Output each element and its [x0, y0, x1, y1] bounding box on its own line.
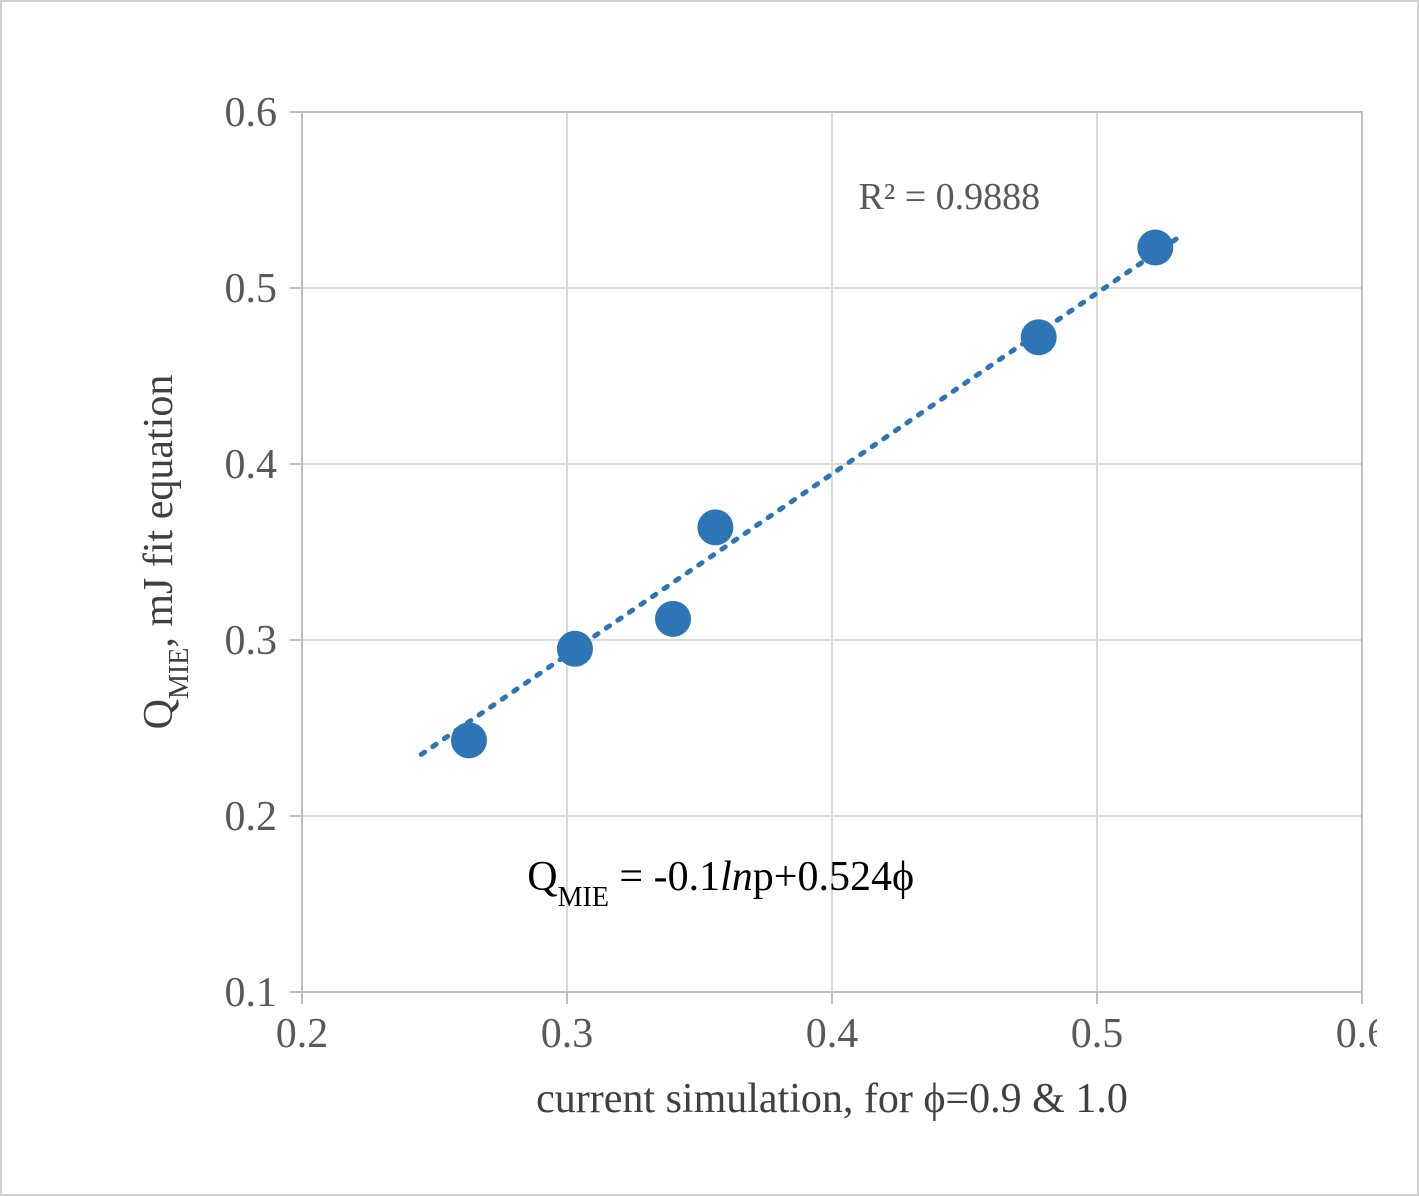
data-point	[655, 601, 691, 637]
r-squared-annotation: R² = 0.9888	[859, 176, 1041, 218]
data-point	[697, 509, 733, 545]
y-tick-label: 0.1	[225, 970, 278, 1016]
equation-annotation: QMIE = -0.1lnp+0.524ϕ	[527, 852, 914, 913]
x-tick-label: 0.3	[541, 1011, 594, 1057]
y-tick-label: 0.3	[225, 618, 278, 664]
y-tick-label: 0.6	[225, 90, 278, 136]
chart-container: 0.20.30.40.50.60.10.20.30.40.50.6current…	[42, 42, 1377, 1154]
x-tick-label: 0.5	[1071, 1011, 1124, 1057]
y-tick-label: 0.4	[225, 442, 278, 488]
chart-outer-frame: 0.20.30.40.50.60.10.20.30.40.50.6current…	[0, 0, 1419, 1196]
y-tick-label: 0.2	[225, 794, 278, 840]
y-axis-label: QMIE, mJ fit equation	[136, 375, 195, 730]
x-tick-label: 0.6	[1336, 1011, 1377, 1057]
x-axis-label: current simulation, for ϕ=0.9 & 1.0	[536, 1074, 1128, 1123]
data-point	[451, 722, 487, 758]
data-point	[557, 631, 593, 667]
data-point	[1021, 319, 1057, 355]
scatter-chart: 0.20.30.40.50.60.10.20.30.40.50.6current…	[42, 42, 1377, 1154]
data-point	[1137, 230, 1173, 266]
x-tick-label: 0.4	[806, 1011, 859, 1057]
y-tick-label: 0.5	[225, 266, 278, 312]
x-tick-label: 0.2	[276, 1011, 329, 1057]
